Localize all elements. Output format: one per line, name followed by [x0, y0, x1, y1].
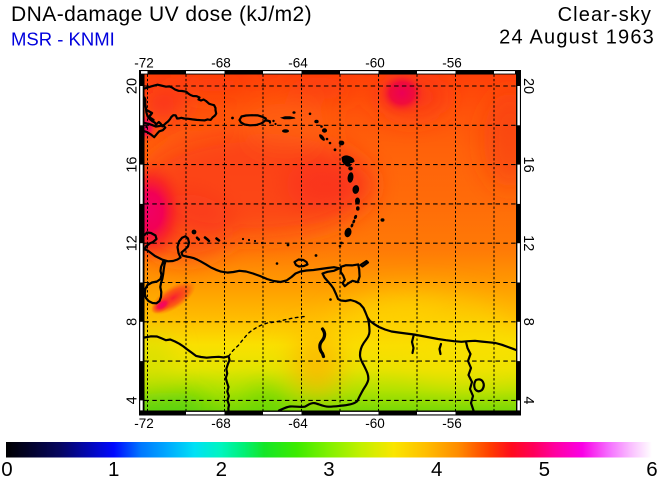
svg-text:24 August 1963: 24 August 1963 [499, 27, 655, 49]
svg-text:-60: -60 [365, 416, 385, 431]
svg-text:6: 6 [646, 458, 657, 480]
svg-text:-68: -68 [211, 56, 231, 71]
svg-text:16: 16 [124, 157, 140, 173]
svg-text:4: 4 [124, 396, 140, 404]
svg-text:-64: -64 [288, 416, 308, 431]
svg-text:1: 1 [108, 458, 119, 480]
svg-text:20: 20 [124, 78, 140, 94]
svg-text:DNA-damage UV dose (kJ/m2): DNA-damage UV dose (kJ/m2) [11, 3, 312, 26]
svg-text:8: 8 [124, 318, 140, 326]
svg-text:4: 4 [431, 458, 442, 480]
svg-text:5: 5 [539, 458, 550, 480]
svg-text:12: 12 [124, 235, 140, 251]
svg-text:3: 3 [323, 458, 334, 480]
svg-text:20: 20 [520, 78, 536, 94]
svg-text:-72: -72 [134, 416, 154, 431]
svg-text:2: 2 [216, 458, 227, 480]
svg-text:-56: -56 [442, 416, 462, 431]
svg-text:8: 8 [520, 318, 536, 326]
svg-text:-60: -60 [365, 56, 385, 71]
svg-text:4: 4 [520, 396, 536, 404]
svg-text:12: 12 [520, 235, 536, 251]
svg-text:0: 0 [1, 458, 12, 480]
svg-text:MSR - KNMI: MSR - KNMI [11, 28, 115, 49]
svg-text:16: 16 [520, 157, 536, 173]
svg-text:-64: -64 [288, 56, 308, 71]
svg-text:-68: -68 [211, 416, 231, 431]
svg-text:-56: -56 [442, 56, 462, 71]
svg-text:Clear-sky: Clear-sky [558, 4, 652, 26]
svg-text:-72: -72 [134, 56, 154, 71]
